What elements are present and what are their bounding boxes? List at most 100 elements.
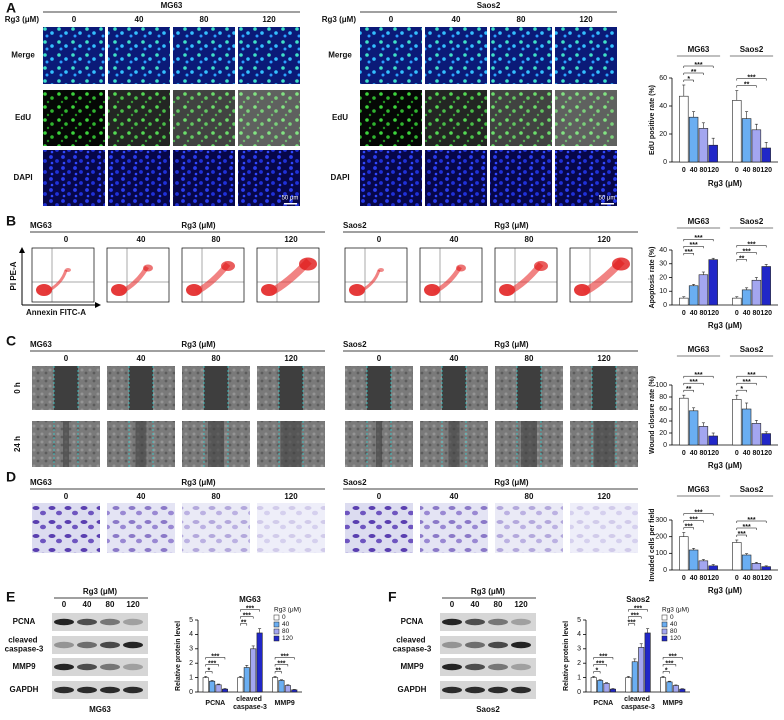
y-axis-label: Invaded cells per field <box>649 508 656 581</box>
category-label: Saos2 <box>740 45 764 54</box>
legend-label: 80 <box>282 628 290 635</box>
dose-label: 0 <box>377 235 382 244</box>
bar <box>679 688 686 693</box>
transwell-bg <box>257 503 325 553</box>
significance-bracket <box>240 609 260 612</box>
significance-label: *** <box>281 653 289 660</box>
dose-label: 40 <box>471 600 480 609</box>
bar <box>732 100 742 163</box>
bar <box>741 554 752 571</box>
cell-line-header: Saos2 <box>343 221 367 230</box>
dose-label: 80 <box>212 235 221 244</box>
micrograph <box>108 150 170 206</box>
bar <box>698 426 709 446</box>
bar <box>590 677 597 693</box>
y-tick-label: 200 <box>655 534 667 541</box>
significance-label: *** <box>599 653 607 660</box>
dose-label: 120 <box>597 354 611 363</box>
category-label: Saos2 <box>740 485 764 494</box>
bar-label: 120 <box>707 310 719 317</box>
micrograph <box>173 27 235 84</box>
micrograph <box>43 150 105 206</box>
dose-label: 40 <box>83 600 92 609</box>
bar-label: 0 <box>682 575 686 582</box>
bar <box>732 297 742 306</box>
legend-label: 0 <box>282 614 286 621</box>
significance-label: *** <box>208 660 216 667</box>
bar <box>609 688 616 693</box>
micrograph <box>425 90 487 146</box>
bar <box>672 685 679 693</box>
y-tick-label: 5 <box>189 617 193 624</box>
bar <box>761 266 771 306</box>
dose-label: 40 <box>450 235 459 244</box>
significance-bracket <box>274 671 282 674</box>
wound-gap <box>135 421 147 467</box>
significance-bracket <box>593 657 614 660</box>
scale-bar <box>284 203 297 205</box>
panel-label: F <box>388 589 397 605</box>
bar-label: 0 <box>735 450 739 457</box>
event-cloud <box>221 261 235 271</box>
transwell-bg <box>420 503 488 553</box>
dose-label: 80 <box>212 354 221 363</box>
blot-band <box>77 686 97 694</box>
y-tick-label: 2 <box>189 660 193 667</box>
blot-band <box>54 618 74 626</box>
significance-bracket <box>683 65 714 68</box>
dose-label: 80 <box>200 15 209 24</box>
micrograph <box>238 90 300 146</box>
blot-band <box>488 686 508 694</box>
rg3-label: Rg3 (μM) <box>471 587 506 596</box>
y-tick-label: 3 <box>577 646 581 653</box>
significance-label: *** <box>627 619 635 626</box>
category-label: cleaved caspase-3 <box>621 696 655 711</box>
bar <box>209 680 216 693</box>
blot-band <box>123 641 143 649</box>
significance-bracket <box>205 664 219 667</box>
rg3-label: Rg3 (μM) <box>5 15 40 24</box>
event-cloud <box>143 264 153 272</box>
wound-gap <box>442 366 466 410</box>
significance-label: *** <box>246 605 254 612</box>
significance-bracket <box>628 609 648 612</box>
transwell-bg <box>495 503 563 553</box>
significance-bracket <box>683 527 694 530</box>
significance-bracket <box>205 671 213 674</box>
blot-band <box>100 686 120 694</box>
blot-band <box>511 686 531 694</box>
bar-label: 120 <box>707 575 719 582</box>
blot-band <box>488 618 508 626</box>
micrograph <box>173 90 235 146</box>
category-label: MMP9 <box>275 700 295 707</box>
significance-bracket <box>736 245 767 248</box>
significance-label: *** <box>243 612 251 619</box>
legend-label: 40 <box>670 621 678 628</box>
significance-bracket <box>274 664 289 667</box>
y-tick-label: 40 <box>659 247 667 254</box>
bar-label: 80 <box>700 575 708 582</box>
bar <box>741 118 752 163</box>
significance-bracket <box>662 664 677 667</box>
legend-swatch <box>273 614 280 621</box>
rg3-label: Rg3 (μM) <box>83 587 118 596</box>
bar <box>741 408 752 446</box>
event-cloud <box>36 284 52 296</box>
dose-label: 120 <box>284 492 298 501</box>
micrograph <box>108 27 170 84</box>
row-label: DAPI <box>330 173 349 182</box>
bar-label: 80 <box>700 167 708 174</box>
transwell-image <box>107 503 175 553</box>
micrograph <box>490 150 552 206</box>
bar <box>272 677 279 693</box>
dose-label: 80 <box>525 354 534 363</box>
blot-band <box>511 641 531 649</box>
y-tick-label: 4 <box>577 631 581 638</box>
bar <box>284 685 291 693</box>
row-label: Merge <box>11 51 35 60</box>
dose-label: 0 <box>377 354 382 363</box>
bar <box>679 536 689 571</box>
y-tick-label: 3 <box>189 646 193 653</box>
dose-label: 80 <box>494 600 503 609</box>
dose-label: 40 <box>450 492 459 501</box>
